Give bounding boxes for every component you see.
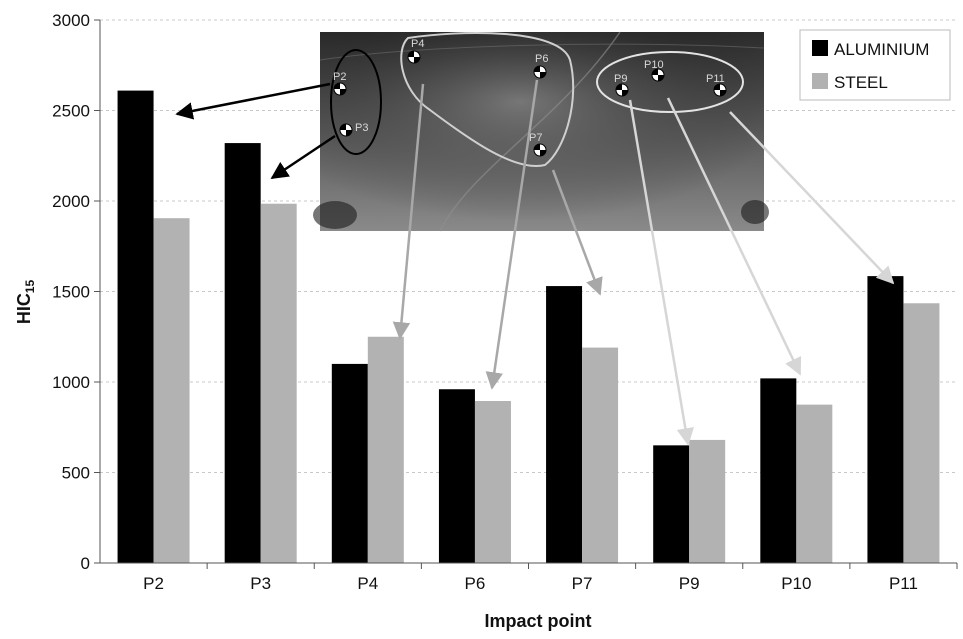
- arrow-p6: [485, 79, 539, 390]
- bar-aluminium-p3: [224, 143, 261, 563]
- bar-steel-p3: [260, 203, 297, 563]
- impact-marker-label: P3: [355, 122, 368, 134]
- bar-steel-p7: [582, 347, 619, 563]
- impact-marker-p9: P9: [614, 73, 629, 97]
- y-axis-title-main: HIC: [14, 293, 34, 324]
- impact-marker-p10: P10: [644, 59, 665, 82]
- impact-markers: P2 P3 P4 P6 P7 P9 P10 P11: [333, 38, 727, 157]
- bar-aluminium-p6: [438, 389, 475, 563]
- y-tick-label: 0: [81, 554, 90, 573]
- impact-marker-p4: P4: [407, 38, 424, 64]
- arrows: [175, 79, 895, 446]
- group-outline-p2-p3: [330, 49, 382, 155]
- arrow-p7: [551, 169, 603, 296]
- y-tick-label: 2500: [52, 102, 90, 121]
- impact-marker-p6: P6: [533, 53, 548, 79]
- x-tick-label: P11: [889, 574, 918, 593]
- impact-marker-p7: P7: [529, 132, 547, 157]
- x-tick-label: P2: [143, 574, 164, 593]
- arrow-p4: [392, 83, 425, 340]
- x-tick-label: P9: [679, 574, 700, 593]
- impact-marker-label: P4: [411, 38, 424, 50]
- x-tick-label: P7: [572, 574, 593, 593]
- x-tick-label: P6: [465, 574, 486, 593]
- impact-marker-p11: P11: [706, 73, 727, 97]
- bar-steel-p9: [689, 439, 726, 563]
- wheel-arch-shadow: [313, 201, 357, 229]
- arrow-p9: [628, 99, 695, 446]
- group-outline-p9-p10-p11: [596, 51, 744, 113]
- y-axis-title: HIC15: [14, 280, 37, 325]
- impact-marker-label: P10: [644, 59, 664, 71]
- headlight-shadow: [741, 200, 769, 224]
- bar-aluminium-p9: [653, 445, 690, 563]
- impact-marker-p2: P2: [333, 71, 347, 96]
- impact-marker-label: P6: [535, 53, 548, 65]
- bar-aluminium-p10: [760, 378, 797, 563]
- y-tick-label: 3000: [52, 11, 90, 30]
- bar-steel-p11: [903, 303, 940, 563]
- arrow-p11: [729, 111, 895, 285]
- bar-aluminium-p2: [117, 90, 154, 563]
- bar-steel-p2: [153, 218, 190, 563]
- y-tick-label: 1500: [52, 283, 90, 302]
- x-tick-label: P10: [781, 574, 811, 593]
- bar-aluminium-p11: [867, 276, 904, 563]
- arrow-p10: [666, 97, 802, 376]
- bar-steel-p6: [474, 401, 511, 563]
- bar-steel-p4: [367, 336, 404, 563]
- legend-swatch-aluminium: [812, 40, 828, 56]
- bar-aluminium-p7: [546, 286, 583, 563]
- bar-steel-p10: [796, 404, 833, 563]
- bonnet-crease-line: [439, 31, 621, 232]
- y-tick-label: 500: [62, 464, 90, 483]
- legend-label-steel: STEEL: [834, 73, 888, 92]
- legend: ALUMINIUM STEEL: [799, 29, 951, 101]
- impact-marker-label: P9: [614, 73, 627, 85]
- x-tick-label: P3: [250, 574, 271, 593]
- arrow-p3: [270, 134, 336, 180]
- x-axis-title: Impact point: [485, 611, 592, 631]
- photo-shine: [320, 32, 764, 231]
- legend-label-aluminium: ALUMINIUM: [834, 40, 929, 59]
- car-bonnet-photo: P2 P3 P4 P6 P7 P9 P10 P11: [313, 31, 769, 232]
- impact-marker-label: P7: [529, 132, 542, 144]
- arrow-p2: [175, 82, 331, 120]
- legend-swatch-steel: [812, 73, 828, 89]
- group-outline-p4-p6-p7: [400, 32, 575, 167]
- impact-marker-label: P11: [706, 73, 725, 85]
- y-tick-label: 2000: [52, 192, 90, 211]
- y-axis-title-sub: 15: [23, 280, 37, 294]
- impact-marker-label: P2: [333, 71, 346, 83]
- bars: [117, 90, 940, 563]
- y-tick-label: 1000: [52, 373, 90, 392]
- bar-aluminium-p4: [331, 363, 368, 563]
- x-tick-label: P4: [357, 574, 378, 593]
- impact-marker-p3: P3: [339, 122, 368, 137]
